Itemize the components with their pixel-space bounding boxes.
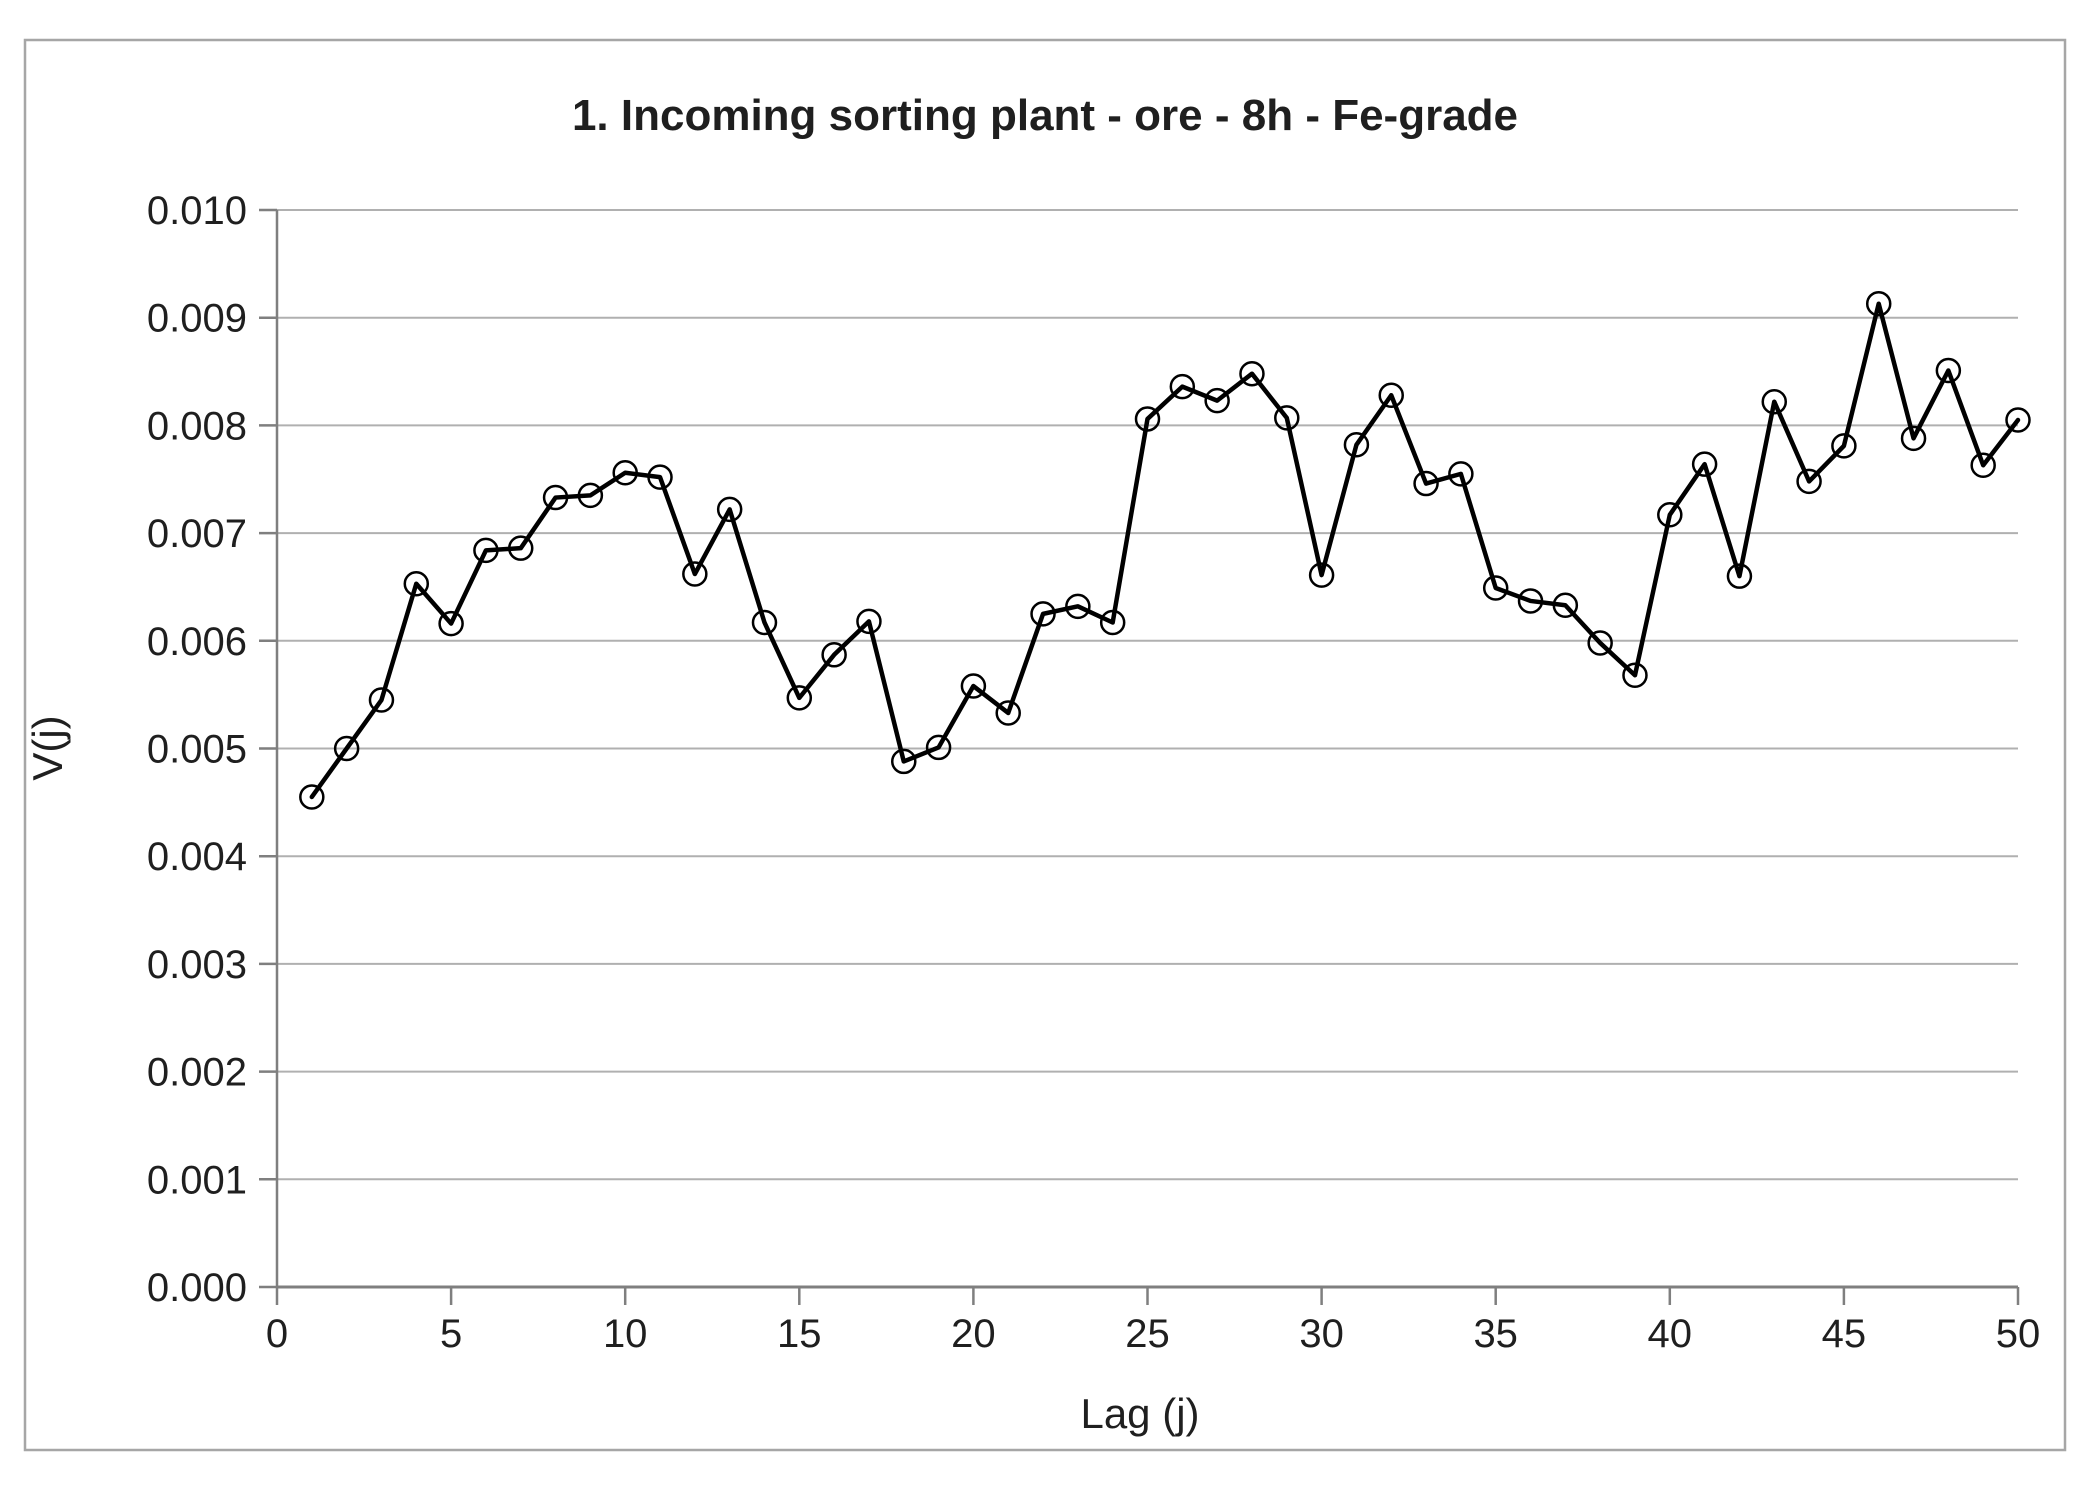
- data-point-marker: [368, 687, 395, 713]
- gridlines: [277, 209, 2018, 1181]
- y-tick-label: 0.006: [147, 620, 247, 664]
- data-point-marker: [1030, 601, 1056, 627]
- data-point-marker: [1622, 662, 1648, 689]
- y-tick-label: 0.001: [147, 1158, 247, 1202]
- data-point-marker: [1796, 468, 1822, 495]
- data-point-marker: [1482, 575, 1509, 601]
- y-tick-label: 0.000: [147, 1266, 247, 1310]
- x-tick-label: 40: [1648, 1312, 1693, 1356]
- data-point-marker: [1343, 432, 1370, 458]
- data-point-marker: [1517, 588, 1544, 614]
- data-point-marker: [1935, 357, 1962, 384]
- data-point-marker: [403, 570, 430, 597]
- x-tick-label: 0: [266, 1312, 288, 1356]
- data-point-marker: [1657, 502, 1683, 528]
- data-point-marker: [716, 496, 743, 523]
- data-point-marker: [682, 561, 708, 587]
- data-point-marker: [542, 484, 569, 511]
- data-point-marker: [1134, 406, 1161, 432]
- x-axis-tick-labels: 0 5 10 15 20 25 30 35 40 45 50: [266, 1312, 2040, 1356]
- x-tick-label: 5: [440, 1312, 462, 1356]
- y-axis-tick-labels: 0.000 0.001 0.002 0.003 0.004 0.005 0.006 0.007…: [147, 189, 247, 1310]
- data-point-marker: [751, 609, 778, 636]
- x-tick-label: 25: [1125, 1312, 1170, 1356]
- data-point-marker: [786, 685, 813, 711]
- y-tick-label: 0.003: [147, 943, 247, 987]
- data-point-marker: [1970, 452, 1996, 478]
- y-tick-label: 0.009: [147, 297, 247, 341]
- data-point-marker: [473, 537, 499, 564]
- data-point-marker: [1900, 425, 1927, 452]
- data-point-marker: [821, 642, 847, 668]
- data-point-marker: [438, 610, 464, 637]
- data-point-marker: [1831, 433, 1857, 459]
- data-point-marker: [577, 482, 604, 509]
- data-point-marker: [1552, 592, 1579, 619]
- x-tick-label: 10: [603, 1312, 648, 1356]
- data-point-marker: [507, 535, 534, 561]
- data-point-marker: [1099, 609, 1126, 636]
- data-point-marker: [1065, 593, 1091, 620]
- y-axis-title: V(j): [24, 715, 71, 780]
- y-tick-label: 0.010: [147, 189, 247, 233]
- data-point-marker: [925, 734, 952, 761]
- data-point-marker: [1204, 387, 1230, 414]
- data-point-marker: [1691, 451, 1718, 477]
- y-tick-label: 0.007: [147, 512, 247, 556]
- data-point-marker: [333, 735, 360, 762]
- data-point-marker: [1308, 562, 1335, 588]
- x-tick-label: 30: [1299, 1312, 1344, 1356]
- x-tick-label: 45: [1822, 1312, 1867, 1356]
- x-tick-label: 35: [1473, 1312, 1518, 1356]
- data-point-marker: [891, 748, 917, 775]
- x-tick-label: 20: [951, 1312, 996, 1356]
- x-tick-label: 15: [777, 1312, 822, 1356]
- y-tick-label: 0.008: [147, 404, 247, 448]
- data-point-marker: [1761, 388, 1788, 415]
- data-point-marker: [1239, 360, 1265, 387]
- data-point-marker: [299, 784, 325, 810]
- data-point-marker: [1865, 290, 1892, 317]
- series-line: [309, 301, 2021, 800]
- data-point-marker: [1587, 630, 1613, 656]
- data-point-marker: [856, 608, 882, 635]
- data-point-marker: [647, 464, 673, 490]
- y-tick-label: 0.002: [147, 1051, 247, 1095]
- x-tick-label: 50: [1996, 1312, 2041, 1356]
- data-point-marker: [1413, 470, 1439, 497]
- y-tick-label: 0.004: [147, 835, 247, 879]
- data-point-marker: [2005, 407, 2031, 433]
- data-point-marker: [1726, 563, 1753, 589]
- axes: [259, 208, 2020, 1305]
- data-point-marker: [1448, 461, 1474, 487]
- data-point-marker: [960, 673, 987, 699]
- data-series: [299, 290, 2031, 810]
- data-point-marker: [995, 700, 1021, 726]
- x-axis-title: Lag (j): [1080, 1390, 1199, 1437]
- chart-border: [23, 38, 2067, 1452]
- y-tick-label: 0.005: [147, 728, 247, 772]
- data-point-marker: [1169, 373, 1196, 400]
- data-point-marker: [612, 460, 638, 486]
- chart-title: 1. Incoming sorting plant - ore - 8h - F…: [572, 91, 1518, 140]
- data-point-marker: [1274, 405, 1300, 431]
- data-point-marker: [1378, 382, 1404, 408]
